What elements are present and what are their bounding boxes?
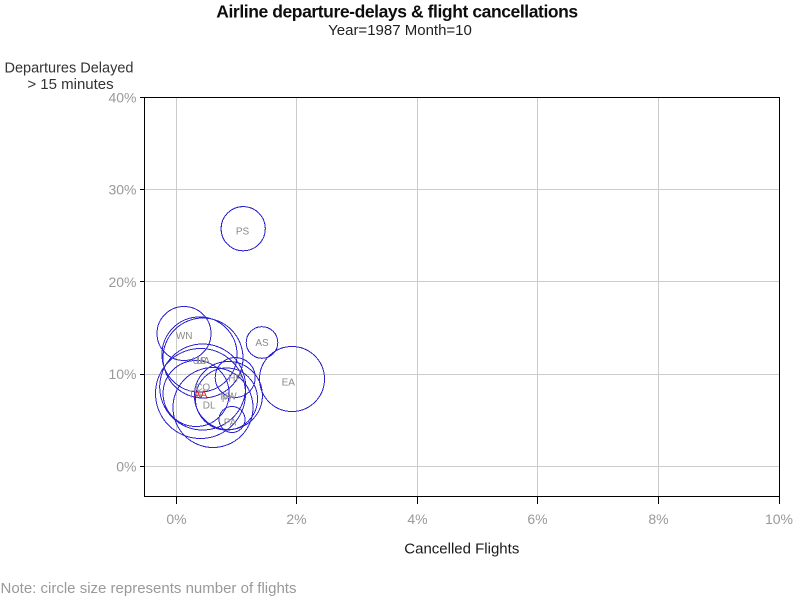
svg-text:10%: 10% <box>765 511 793 527</box>
svg-text:20%: 20% <box>108 274 136 290</box>
svg-text:AA: AA <box>194 389 208 400</box>
svg-text:10%: 10% <box>108 366 136 382</box>
svg-text:AS: AS <box>255 338 269 349</box>
svg-text:Cancelled Flights: Cancelled Flights <box>404 541 519 558</box>
svg-text:Airline departure-delays & fli: Airline departure-delays & flight cancel… <box>216 2 578 22</box>
svg-text:6%: 6% <box>527 511 547 527</box>
svg-text:HP: HP <box>228 374 242 385</box>
svg-text:DL: DL <box>203 401 216 412</box>
svg-text:8%: 8% <box>648 511 668 527</box>
svg-text:30%: 30% <box>108 182 136 198</box>
svg-text:4%: 4% <box>407 511 427 527</box>
svg-text:PI: PI <box>222 394 231 405</box>
svg-text:EA: EA <box>282 378 296 389</box>
svg-text:TW: TW <box>188 389 204 400</box>
svg-text:40%: 40% <box>108 89 136 105</box>
svg-text:> 15 minutes: > 15 minutes <box>27 76 113 93</box>
svg-text:0%: 0% <box>166 511 186 527</box>
svg-text:NW: NW <box>220 392 237 403</box>
svg-text:2%: 2% <box>286 511 306 527</box>
svg-text:0%: 0% <box>116 459 136 475</box>
svg-text:Departures Delayed: Departures Delayed <box>5 60 134 76</box>
svg-text:UA: UA <box>196 356 210 367</box>
svg-text:PA: PA <box>224 418 237 429</box>
svg-text:Year=1987 Month=10: Year=1987 Month=10 <box>328 22 472 39</box>
svg-text:CO: CO <box>195 382 210 393</box>
svg-text:US: US <box>193 356 207 367</box>
svg-text:WN: WN <box>176 331 193 342</box>
svg-text:PS: PS <box>236 227 250 238</box>
svg-text:Note: circle size represents n: Note: circle size represents number of f… <box>1 580 297 597</box>
